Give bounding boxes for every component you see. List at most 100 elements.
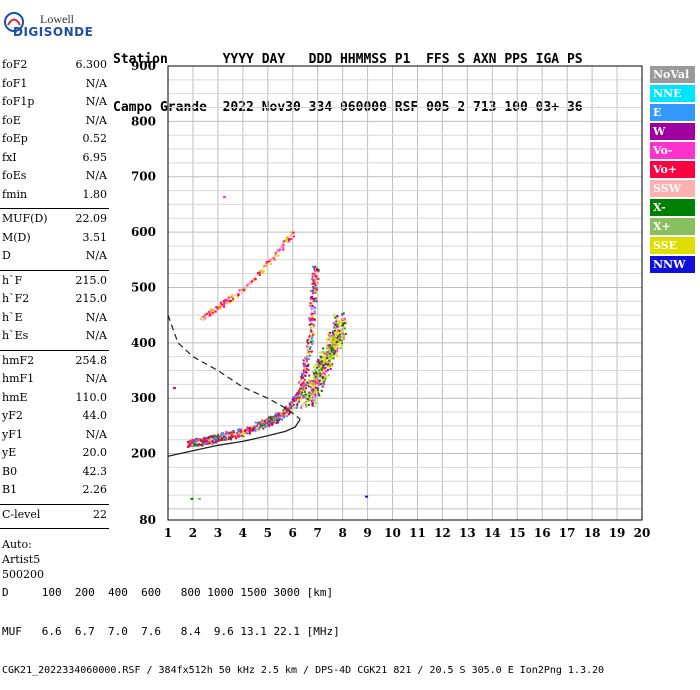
x-trace-point [342, 326, 345, 329]
x-trace-point [313, 399, 316, 402]
o-trace-point [294, 398, 297, 401]
x-trace-point [315, 370, 318, 373]
x-trace-point [321, 350, 324, 353]
x-trace-point [311, 396, 314, 399]
footer-file-row: CGK21_2022334060000.RSF / 384fx512h 50 k… [2, 665, 605, 676]
o-trace-point [189, 443, 192, 446]
second-hop-point [211, 310, 214, 313]
x-trace-point [308, 396, 311, 399]
o-trace-point [223, 435, 226, 438]
x-trace-point [319, 351, 322, 354]
o-trace-point [311, 289, 314, 292]
x-trace-point [300, 389, 303, 392]
x-trace-point [339, 339, 342, 342]
x-trace-point [321, 370, 324, 373]
x-trace-point [341, 332, 344, 335]
second-hop-point [250, 282, 253, 285]
x-trace-point [338, 341, 341, 344]
o-trace-point [300, 383, 303, 386]
topside-profile-dashed [167, 314, 301, 420]
second-hop-point [231, 299, 234, 302]
x-trace-point [329, 349, 332, 352]
x-trace-point [312, 388, 315, 391]
o-trace-point [208, 440, 211, 443]
x-trace-point [319, 367, 322, 370]
o-trace-point [309, 305, 312, 308]
o-trace-point [194, 440, 197, 443]
x-trace-point [311, 370, 314, 373]
x-trace-point [307, 378, 310, 381]
x-trace-point [299, 397, 302, 400]
o-trace-point [280, 418, 283, 421]
param-value: 42.3 [82, 464, 108, 478]
o-trace-point [315, 277, 318, 280]
o-trace-point [202, 441, 205, 444]
o-trace-point [275, 422, 278, 425]
o-trace-point [309, 298, 312, 301]
x-tick-label: 13 [459, 526, 476, 540]
x-trace-point [343, 321, 346, 324]
o-trace-point [228, 437, 231, 440]
o-trace-point [313, 279, 316, 282]
x-trace-point [321, 352, 324, 355]
o-trace-point [313, 312, 316, 315]
x-trace-point [313, 386, 316, 389]
o-trace-point [275, 412, 278, 415]
o-trace-point [274, 414, 277, 417]
x-trace-point [344, 319, 347, 322]
o-trace-point [304, 374, 307, 377]
second-hop-point [248, 281, 251, 284]
o-trace-point [284, 405, 287, 408]
x-trace-point [317, 383, 320, 386]
o-trace-point [205, 438, 208, 441]
x-trace-point [322, 367, 325, 370]
second-hop-point [279, 248, 282, 251]
o-trace-point [187, 445, 190, 448]
second-hop-point [273, 258, 276, 261]
o-trace-point [286, 411, 289, 414]
param-value: N/A [85, 427, 107, 441]
x-trace-point [336, 348, 339, 351]
x-trace-point [316, 380, 319, 383]
o-trace-point [311, 304, 314, 307]
param-row-foes: foEs N/A [2, 169, 107, 185]
x-trace-point [304, 400, 307, 403]
x-trace-point [328, 359, 331, 362]
x-trace-point [336, 338, 339, 341]
o-trace-point [223, 438, 226, 441]
o-trace-point [310, 295, 313, 298]
o-trace-point [253, 429, 256, 432]
x-trace-point [315, 375, 318, 378]
param-row-hmf2: hmF2 254.8 [2, 354, 107, 370]
x-trace-point [327, 358, 330, 361]
o-trace-point [312, 285, 315, 288]
param-key: hmF2 [2, 353, 35, 367]
o-trace-point [276, 413, 279, 416]
o-trace-point [310, 337, 313, 340]
x-trace-point [313, 377, 316, 380]
x-trace-point [337, 329, 340, 332]
param-row-yf1: yF1 N/A [2, 428, 107, 444]
param-value: 6.300 [75, 58, 108, 71]
o-trace-point [205, 442, 208, 445]
x-trace-point [318, 381, 321, 384]
o-trace-point [268, 419, 271, 422]
trace-line-0 [187, 265, 316, 443]
x-trace-point [323, 352, 326, 355]
x-trace-point [333, 313, 336, 316]
o-trace-point [244, 430, 247, 433]
o-trace-point [230, 437, 233, 440]
param-value: N/A [85, 372, 107, 385]
o-trace-point [296, 393, 299, 396]
x-trace-point [318, 362, 321, 365]
x-trace-point [324, 375, 327, 378]
o-trace-point [316, 283, 319, 286]
param-value: 22.09 [75, 212, 108, 225]
x-trace-point [321, 366, 324, 369]
x-trace-point [333, 334, 336, 337]
legend-item-vo: Vo+ [650, 161, 695, 178]
x-trace-point [342, 322, 345, 325]
x-tick-label: 14 [484, 526, 501, 540]
param-key: B1 [2, 483, 18, 496]
param-key: foF1p [2, 95, 35, 108]
